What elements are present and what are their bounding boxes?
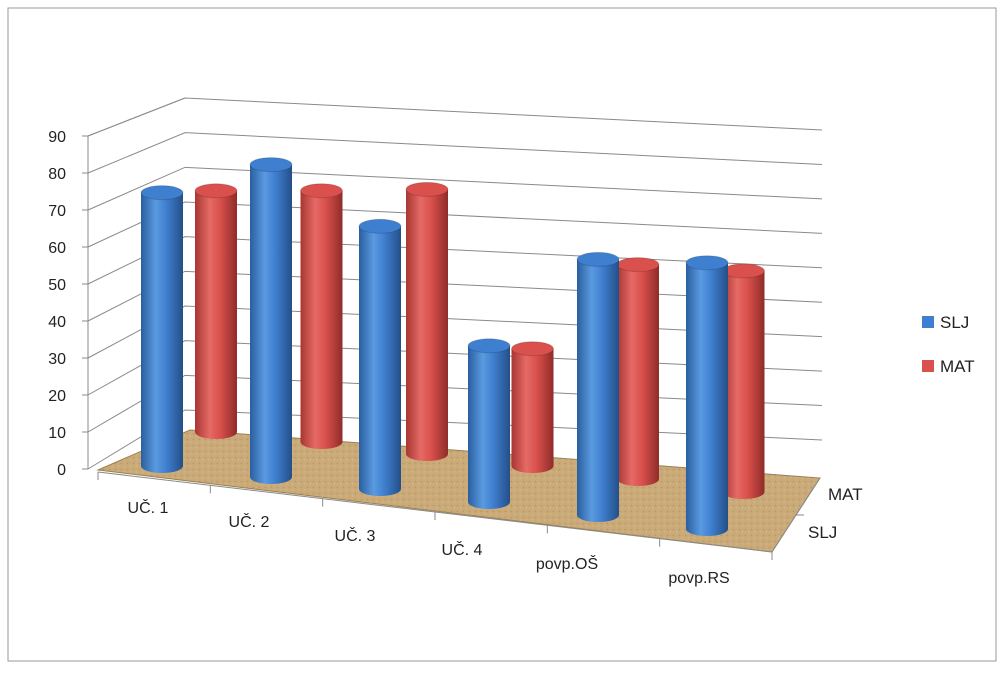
gridline xyxy=(87,166,823,211)
bar-slj-3-body xyxy=(359,226,401,497)
bar-slj-5 xyxy=(576,251,620,522)
bar-slj-4-body xyxy=(468,345,510,509)
bar-mat-3 xyxy=(405,181,449,461)
bar-slj-1 xyxy=(140,185,184,473)
bar-mat-4-body xyxy=(511,348,554,474)
bar-slj-5-top xyxy=(576,251,620,267)
bar-mat-4 xyxy=(511,341,554,474)
bar-slj-1-body xyxy=(141,192,183,473)
bar-slj-1-top xyxy=(140,185,184,201)
bar-mat-2-top xyxy=(300,183,343,199)
y-tick-label: 30 xyxy=(48,351,66,368)
y-tick-label: 0 xyxy=(57,462,66,479)
depth-label-mat: MAT xyxy=(828,485,863,504)
bar-mat-3-top xyxy=(405,181,449,197)
bar-slj-5-body xyxy=(577,259,619,522)
bar-slj-6-body xyxy=(686,262,728,536)
bars-series-front xyxy=(140,157,729,536)
x-category-label: UČ. 4 xyxy=(442,540,483,559)
bar-slj-2-body xyxy=(250,164,292,484)
bar-mat-5-top xyxy=(616,257,660,273)
legend-label-slj: SLJ xyxy=(940,313,969,332)
bar-slj-3 xyxy=(358,218,402,497)
gridline xyxy=(87,201,823,248)
bar-slj-4 xyxy=(467,338,511,509)
bar-slj-2 xyxy=(249,157,293,484)
bar-mat-6 xyxy=(722,263,765,500)
y-tick-label: 70 xyxy=(48,203,66,220)
y-tick-label: 10 xyxy=(48,425,66,442)
bar-mat-1-top xyxy=(194,183,238,199)
legend: SLJ MAT xyxy=(922,313,975,376)
x-category-label: UČ. 1 xyxy=(128,498,169,517)
bar-mat-3-body xyxy=(406,189,448,461)
x-category-label: povp.OŠ xyxy=(536,554,598,573)
bar-mat-5-body xyxy=(617,264,659,486)
bar-slj-6 xyxy=(685,255,729,536)
chart-border xyxy=(7,7,997,662)
bars-series-back xyxy=(194,181,765,500)
x-category-label: povp.RS xyxy=(668,570,729,587)
y-axis: 0 10 20 30 40 50 60 70 80 90 xyxy=(48,129,89,479)
x-category-label: UČ. 2 xyxy=(229,512,270,531)
legend-swatch-slj xyxy=(922,316,934,328)
bar-mat-1-body xyxy=(195,190,237,439)
y-tick-label: 60 xyxy=(48,240,66,257)
y-tick-label: 80 xyxy=(48,166,66,183)
bar-mat-2-body xyxy=(300,190,343,450)
x-category-label: UČ. 3 xyxy=(335,526,376,545)
bar-mat-2 xyxy=(300,183,343,450)
bar-slj-6-top xyxy=(685,255,729,271)
depth-label-slj: SLJ xyxy=(808,523,837,542)
y-tick-label: 90 xyxy=(48,129,66,146)
bar-mat-6-top xyxy=(722,263,765,279)
depth-axis: MAT SLJ xyxy=(771,477,863,553)
y-tick-label: 40 xyxy=(48,314,66,331)
bar-mat-6-body xyxy=(722,270,765,500)
legend-label-mat: MAT xyxy=(940,357,975,376)
y-tick-label: 20 xyxy=(48,388,66,405)
bar-slj-4-top xyxy=(467,338,511,354)
legend-swatch-mat xyxy=(922,360,934,372)
gridline xyxy=(87,97,823,137)
y-tick-label: 50 xyxy=(48,277,66,294)
bar-mat-4-top xyxy=(511,341,554,357)
bar-slj-2-top xyxy=(249,157,293,173)
x-axis: UČ. 1 UČ. 2 UČ. 3 UČ. 4 povp.OŠ povp.RS xyxy=(97,471,773,587)
bar-slj-3-top xyxy=(358,218,402,234)
bar-mat-5 xyxy=(616,257,660,486)
gridline xyxy=(87,132,823,174)
bar-mat-1 xyxy=(194,183,238,439)
